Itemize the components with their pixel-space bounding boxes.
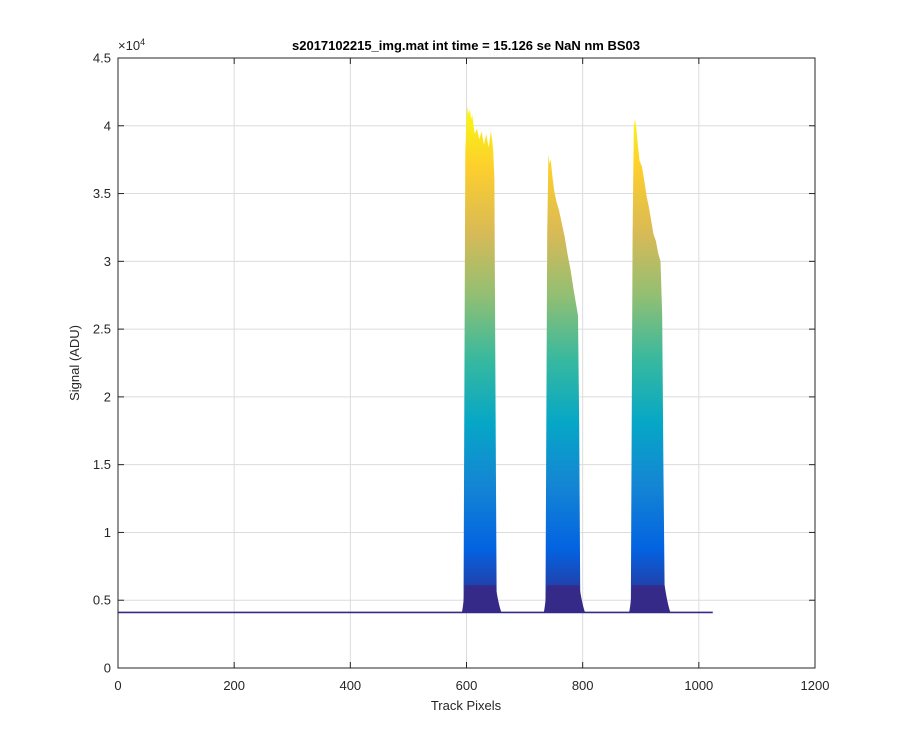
x-tick-label: 200: [223, 678, 245, 693]
y-axis-label: Signal (ADU): [67, 325, 82, 401]
y-exponent-base: ×10: [118, 38, 140, 53]
y-tick-label: 2.5: [93, 322, 111, 337]
y-tick-label: 3: [104, 254, 111, 269]
signal-peak-1: [463, 106, 497, 613]
x-tick-label: 1200: [801, 678, 830, 693]
signal-peak-foot-2: [543, 585, 585, 613]
y-tick-label: 1: [104, 525, 111, 540]
x-tick-label: 600: [456, 678, 478, 693]
x-tick-labels: 0 200 400 600 800 1000 1200: [114, 678, 829, 693]
x-tick-label: 800: [572, 678, 594, 693]
y-tick-labels: 0 0.5 1 1.5 2 2.5 3 3.5 4 4.5: [93, 51, 111, 676]
signal-peak-3: [630, 119, 666, 613]
signal-series: [118, 106, 713, 614]
signal-peak-foot-1: [461, 585, 502, 613]
x-axis-label: Track Pixels: [431, 698, 502, 713]
y-exponent-power: 4: [140, 37, 145, 47]
y-tick-label: 1.5: [93, 457, 111, 472]
y-tick-label: 2: [104, 389, 111, 404]
y-tick-label: 0.5: [93, 593, 111, 608]
y-tick-label: 4: [104, 118, 111, 133]
signal-peak-2: [545, 154, 581, 613]
x-tick-label: 1000: [684, 678, 713, 693]
axes: [117, 57, 816, 669]
signal-peak-foot-3: [629, 585, 671, 613]
x-tick-label: 400: [339, 678, 361, 693]
y-tick-label: 4.5: [93, 51, 111, 66]
chart-title: s2017102215_img.mat int time = 15.126 se…: [292, 38, 640, 53]
y-tick-label: 0: [104, 661, 111, 676]
x-tick-label: 0: [114, 678, 121, 693]
y-tick-label: 3.5: [93, 186, 111, 201]
y-exponent-label: ×104: [118, 37, 145, 53]
